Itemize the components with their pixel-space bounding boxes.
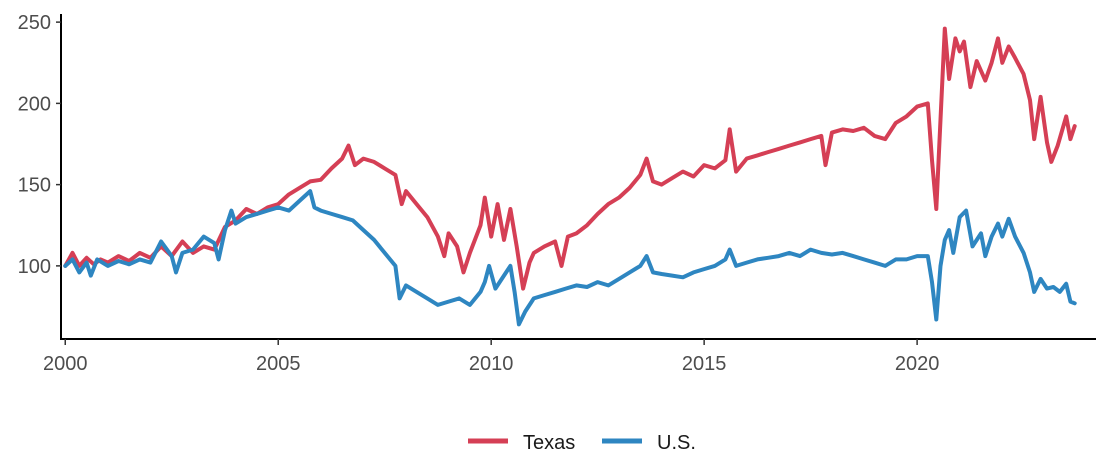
series-line-u-s xyxy=(63,189,1077,327)
legend-label: Texas xyxy=(523,432,575,454)
y-tick-label: 250 xyxy=(18,12,51,34)
y-tick-label: 150 xyxy=(18,175,51,197)
y-tick-label: 200 xyxy=(18,93,51,115)
x-tick-label: 2010 xyxy=(469,353,514,375)
legend-item-texas: Texas xyxy=(468,432,575,454)
y-axis-ticks: 100 150 200 250 xyxy=(18,12,61,278)
x-tick-label: 2005 xyxy=(256,353,301,375)
legend: Texas U.S. xyxy=(468,432,696,454)
legend-label: U.S. xyxy=(657,432,696,454)
x-tick-label: 2000 xyxy=(43,353,88,375)
y-tick-label: 100 xyxy=(18,256,51,278)
x-axis-ticks: 2000 2005 2010 2015 2020 xyxy=(43,339,939,375)
legend-item-u-s: U.S. xyxy=(602,432,696,454)
series-layer xyxy=(63,26,1077,327)
x-tick-label: 2020 xyxy=(895,353,940,375)
x-tick-label: 2015 xyxy=(682,353,727,375)
